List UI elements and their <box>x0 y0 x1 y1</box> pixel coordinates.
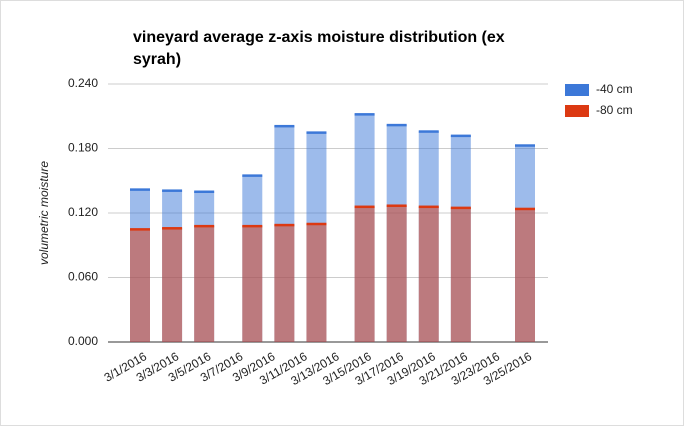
bar <box>274 224 295 342</box>
bar <box>354 206 375 342</box>
bar <box>194 225 215 342</box>
bar-cap <box>274 124 295 128</box>
bar-cap <box>515 144 535 147</box>
bar-cap <box>386 204 407 207</box>
chart-title: vineyard average z-axis moisture distrib… <box>133 29 505 68</box>
bar-cap <box>242 224 263 228</box>
bar-cap <box>242 174 263 177</box>
bar <box>450 207 471 342</box>
bar <box>306 223 327 342</box>
bar-cap <box>306 131 327 134</box>
y-axis-label: volumetric moisture <box>37 161 51 265</box>
legend-label: -80 cm <box>596 103 633 117</box>
bar-cap <box>274 223 295 227</box>
legend-swatch <box>565 105 589 117</box>
bar-cap <box>194 190 215 193</box>
bar <box>130 229 150 342</box>
bar-cap <box>194 224 215 228</box>
y-tick-label: 0.000 <box>68 334 98 348</box>
bar-cap <box>162 227 183 230</box>
bar-cap <box>450 206 471 210</box>
bar-cap <box>130 188 150 191</box>
y-tick-label: 0.120 <box>68 205 98 219</box>
bar-cap <box>306 222 327 226</box>
bar <box>418 206 439 342</box>
bar-cap <box>130 228 150 231</box>
bar-cap <box>354 205 375 209</box>
bar-cap <box>515 207 535 211</box>
bar-cap <box>450 134 471 138</box>
bar-cap <box>386 123 407 127</box>
bar <box>515 208 535 342</box>
y-tick-label: 0.060 <box>68 270 98 284</box>
bar <box>162 228 183 342</box>
bar-cap <box>418 205 439 209</box>
y-tick-label: 0.180 <box>68 141 98 155</box>
bar <box>386 205 407 342</box>
bar-cap <box>354 113 375 116</box>
y-tick-label: 0.240 <box>68 76 98 90</box>
bar <box>242 225 263 342</box>
legend-swatch <box>565 84 589 96</box>
legend-label: -40 cm <box>596 82 633 96</box>
bar-cap <box>418 130 439 133</box>
bar-cap <box>162 189 183 192</box>
